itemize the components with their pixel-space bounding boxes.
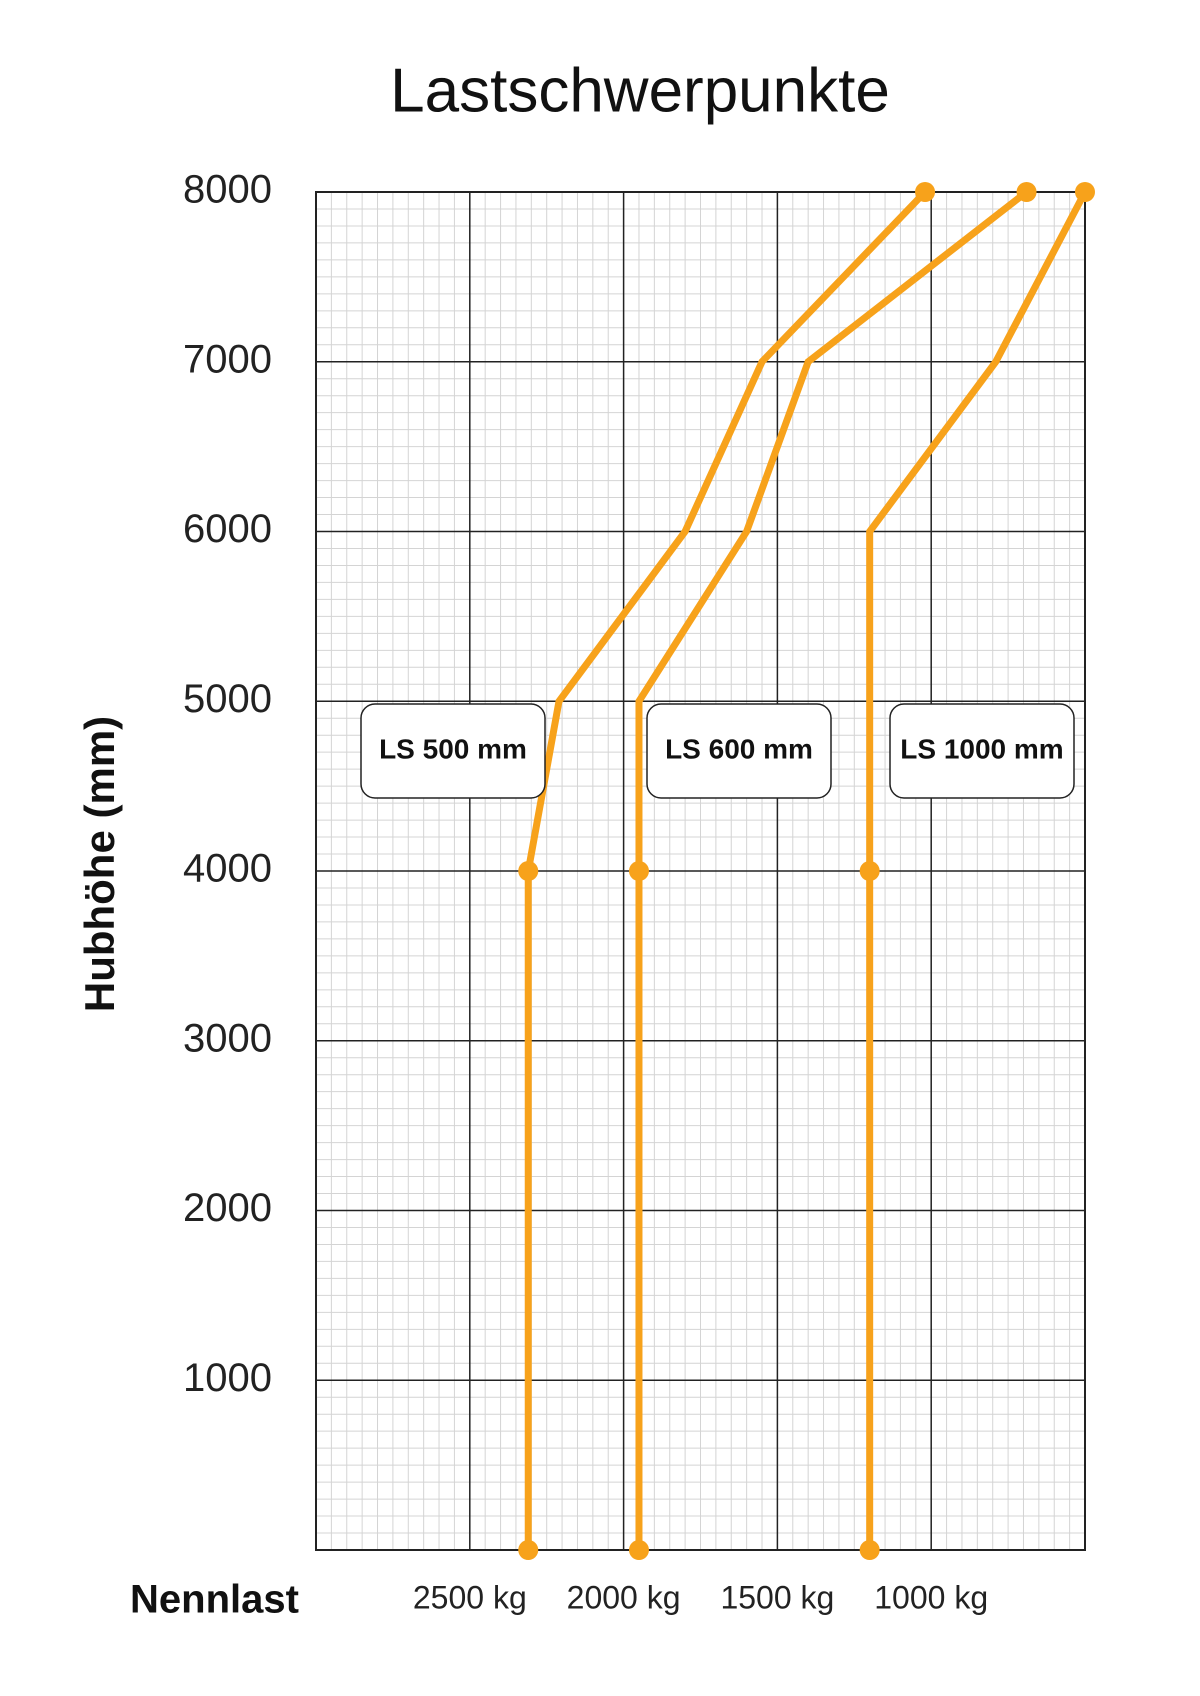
series-label-box xyxy=(646,703,832,799)
series-label-box xyxy=(889,703,1075,799)
data-point xyxy=(518,861,539,881)
y-tick-label: 6000 xyxy=(183,507,272,551)
series-label: LS 500 mm xyxy=(379,733,527,764)
data-point xyxy=(628,1540,649,1560)
data-point xyxy=(859,861,880,881)
data-point xyxy=(1075,182,1095,202)
data-point xyxy=(628,861,649,881)
data-point xyxy=(1016,182,1037,202)
data-point xyxy=(859,1540,880,1560)
series-label-box xyxy=(360,703,546,799)
series-label: LS 600 mm xyxy=(665,733,813,764)
x-tick-label: 2000 kg xyxy=(567,1579,681,1615)
series-line xyxy=(866,190,1089,1550)
y-tick-label: 4000 xyxy=(183,847,272,891)
series-line xyxy=(635,189,1029,1550)
series-line xyxy=(524,189,928,1550)
y-axis-label: Hubhöhe (mm) xyxy=(76,716,123,1012)
data-point xyxy=(915,182,936,202)
y-tick-label: 8000 xyxy=(183,168,272,212)
x-tick-label: 1000 kg xyxy=(874,1579,988,1615)
series-label: LS 1000 mm xyxy=(900,733,1063,764)
y-tick-label: 2000 xyxy=(183,1186,272,1230)
x-tick-label: 1500 kg xyxy=(720,1579,834,1615)
y-tick-label: 1000 xyxy=(183,1356,272,1400)
x-axis-label: Nennlast xyxy=(130,1578,299,1622)
y-tick-label: 7000 xyxy=(183,337,272,381)
chart-title: Lastschwerpunkte xyxy=(390,56,890,125)
y-tick-label: 5000 xyxy=(183,677,272,721)
x-tick-label: 2500 kg xyxy=(413,1579,527,1615)
data-point xyxy=(518,1540,539,1560)
y-tick-label: 3000 xyxy=(183,1016,272,1060)
